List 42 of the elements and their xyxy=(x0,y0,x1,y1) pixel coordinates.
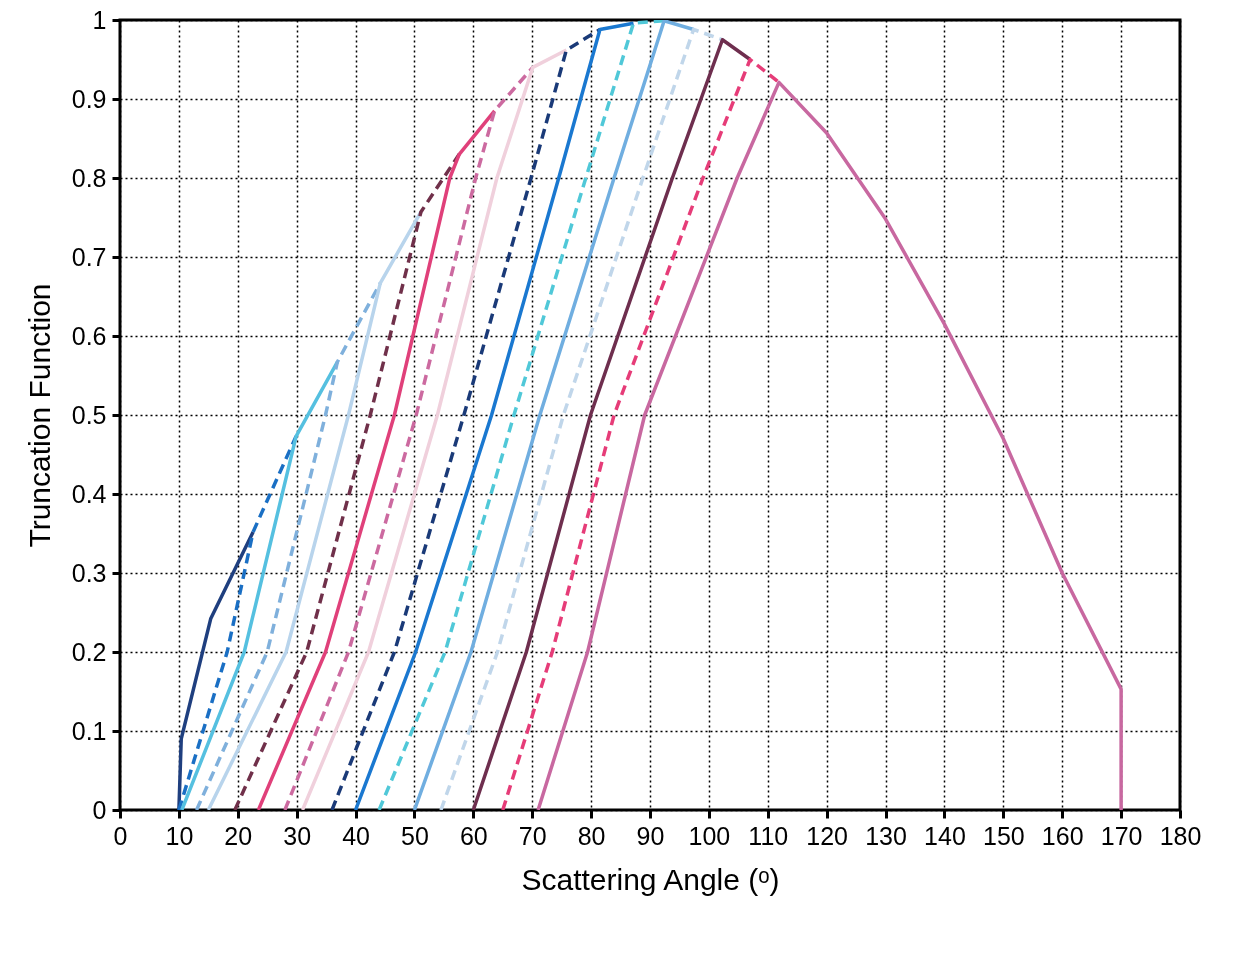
x-tick-label: 140 xyxy=(924,821,966,850)
y-tick-label: 0 xyxy=(92,795,107,824)
line-series xyxy=(177,530,255,810)
x-tick-label: 160 xyxy=(1041,821,1084,850)
x-tick-label: 30 xyxy=(283,821,312,850)
y-tick-label: 1 xyxy=(92,5,107,34)
x-tick-label: 130 xyxy=(865,821,907,850)
line-series xyxy=(256,109,497,810)
x-tick-label: 180 xyxy=(1159,821,1202,850)
y-tick-label: 0.2 xyxy=(71,637,107,666)
y-tick-label: 0.5 xyxy=(71,400,107,429)
line-series xyxy=(206,210,423,810)
y-tick-label: 0.4 xyxy=(71,479,107,508)
y-tick-label: 0.6 xyxy=(71,321,107,350)
x-tick-label: 150 xyxy=(982,821,1025,850)
x-tick-label: 170 xyxy=(1100,821,1143,850)
x-tick-label: 50 xyxy=(401,821,429,850)
x-tick-label: 90 xyxy=(636,821,665,850)
y-tick-label: 0.3 xyxy=(71,558,107,587)
x-tick-label: 40 xyxy=(342,821,370,850)
line-series xyxy=(412,20,696,810)
y-tick-label: 0.1 xyxy=(71,716,107,745)
x-tick-label: 110 xyxy=(748,821,789,850)
x-tick-label: 100 xyxy=(688,821,731,850)
line-series xyxy=(501,57,781,810)
line-series xyxy=(353,21,636,810)
y-tick-label: 0.8 xyxy=(71,163,107,192)
y-tick-label: 0.9 xyxy=(71,84,107,113)
x-tick-label: 120 xyxy=(806,821,849,850)
x-tick-label: 60 xyxy=(459,821,488,850)
x-tick-label: 80 xyxy=(577,821,606,850)
line-series xyxy=(536,80,1123,810)
line-series xyxy=(471,38,752,810)
line-series xyxy=(300,48,569,810)
y-axis-title: Truncation Function xyxy=(22,283,56,548)
x-tick-label: 10 xyxy=(165,821,194,850)
x-tick-label: 70 xyxy=(518,821,547,850)
x-axis-title: Scattering Angle (ᵒ) xyxy=(521,862,780,896)
x-tick-label: 20 xyxy=(224,821,253,850)
y-tick-label: 0.7 xyxy=(71,242,107,271)
x-tick-label: 0 xyxy=(113,821,128,850)
line-series xyxy=(330,27,602,810)
